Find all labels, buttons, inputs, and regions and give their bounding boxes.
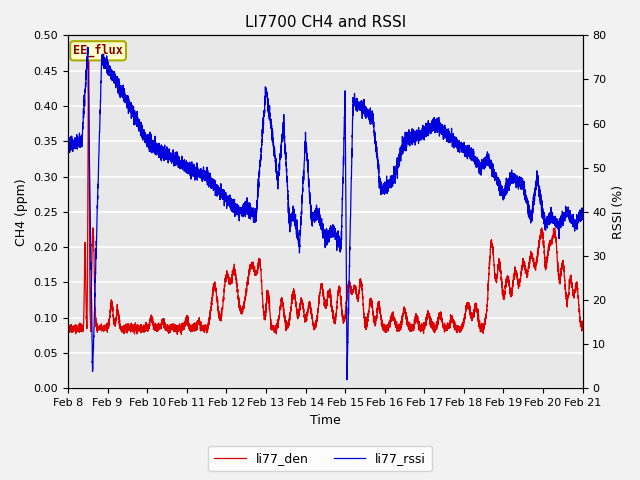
li77_rssi: [449, 136, 456, 142]
li77_den: [84, 53, 92, 59]
li77_rssi: [399, 147, 406, 153]
Y-axis label: CH4 (ppm): CH4 (ppm): [15, 178, 28, 246]
li77_den: [488, 238, 495, 243]
li77_den: [449, 319, 456, 325]
li77_den: [399, 311, 406, 316]
li77_den: [261, 312, 269, 318]
li77_rssi: [157, 151, 165, 157]
li77_rssi: [488, 160, 495, 166]
Text: EE_flux: EE_flux: [73, 44, 123, 58]
li77_den: [157, 317, 165, 323]
li77_rssi: [373, 152, 381, 158]
Legend: li77_den, li77_rssi: li77_den, li77_rssi: [208, 446, 432, 471]
Y-axis label: RSSI (%): RSSI (%): [612, 185, 625, 239]
Line: li77_den: li77_den: [68, 56, 582, 335]
Title: LI7700 CH4 and RSSI: LI7700 CH4 and RSSI: [244, 15, 406, 30]
li77_den: [373, 315, 381, 321]
li77_den: [177, 332, 185, 337]
li77_den: [579, 327, 586, 333]
li77_rssi: [343, 377, 351, 383]
li77_rssi: [64, 144, 72, 150]
li77_rssi: [261, 96, 269, 102]
li77_den: [64, 324, 72, 330]
Line: li77_rssi: li77_rssi: [68, 47, 582, 380]
li77_rssi: [579, 207, 586, 213]
li77_rssi: [84, 44, 92, 50]
X-axis label: Time: Time: [310, 414, 340, 427]
